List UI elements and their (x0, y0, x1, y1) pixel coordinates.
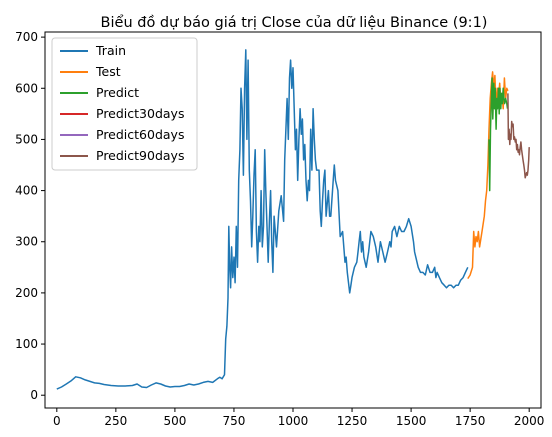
y-tick-label: 400 (15, 184, 38, 198)
legend-label: Train (95, 43, 126, 58)
y-tick-label: 200 (15, 286, 38, 300)
x-tick-label: 1500 (396, 414, 427, 428)
x-tick-label: 1250 (337, 414, 368, 428)
legend-label: Predict30days (96, 106, 184, 121)
y-tick-label: 700 (15, 30, 38, 44)
y-tick-label: 600 (15, 81, 38, 95)
y-tick-label: 100 (15, 337, 38, 351)
y-tick-label: 300 (15, 235, 38, 249)
y-tick-label: 0 (30, 388, 38, 402)
legend-label: Predict60days (96, 127, 184, 142)
x-tick-label: 750 (222, 414, 245, 428)
x-tick-label: 2000 (514, 414, 545, 428)
x-tick-label: 250 (104, 414, 127, 428)
series-line-train (56, 49, 469, 390)
legend: Train Test Predict Predict30days Predict60da… (51, 37, 198, 171)
x-tick-label: 500 (163, 414, 186, 428)
legend-label: Test (95, 64, 121, 79)
x-axis-ticks: 0 250 500 750 1000 1250 1500 1750 2000 (53, 408, 544, 428)
chart-title: Biểu đồ dự báo giá trị Close của dữ liệu… (101, 14, 488, 31)
legend-label: Predict (96, 85, 139, 100)
x-tick-label: 1750 (455, 414, 486, 428)
series-line-predict (488, 77, 509, 192)
x-tick-label: 0 (53, 414, 61, 428)
y-axis-ticks: 0 100 200 300 400 500 600 700 (15, 30, 45, 402)
series-line-predict90days (507, 93, 530, 179)
x-tick-label: 1000 (278, 414, 309, 428)
y-tick-label: 500 (15, 132, 38, 146)
plot-lines (56, 49, 530, 390)
legend-label: Predict90days (96, 148, 184, 163)
legend-box (51, 37, 198, 171)
